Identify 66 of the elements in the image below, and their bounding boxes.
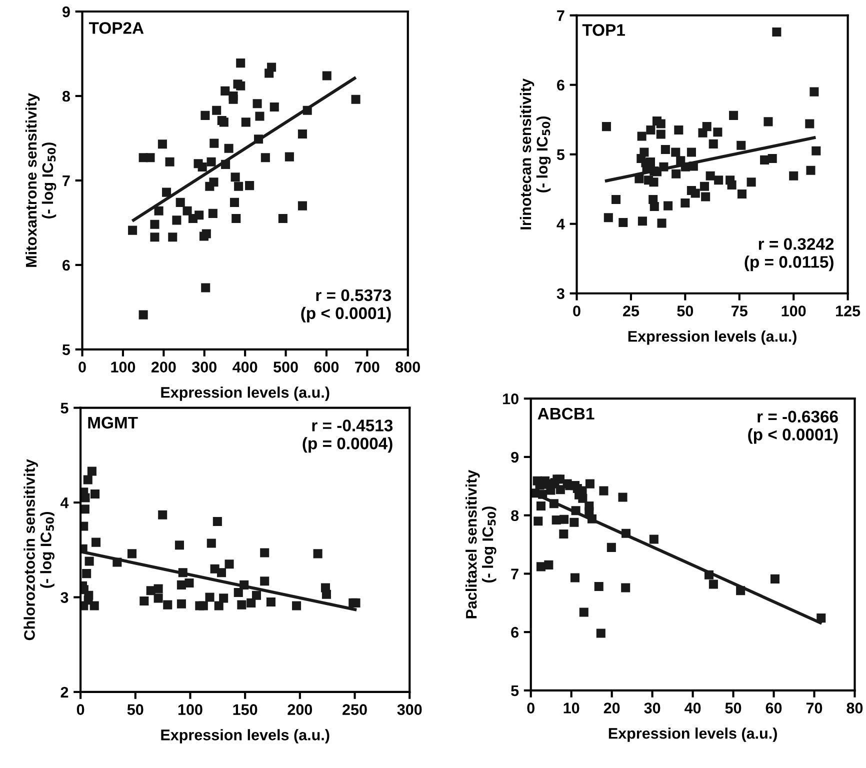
x-tick-label: 250	[342, 704, 367, 715]
y-tick-label: 6	[511, 626, 518, 638]
y-tick-label: 4	[556, 218, 565, 230]
x-tick-label: 0	[76, 704, 84, 715]
y-tick-label: 5	[62, 344, 70, 356]
y-axis-title: Mitoxantrone sensitivity (- log IC$_{50}$)	[25, 93, 56, 267]
y-tick-label: 8	[62, 90, 70, 102]
y-tick-label: 6	[62, 260, 70, 271]
x-axis-title: Expression levels (a.u.)	[161, 386, 330, 401]
chart-title: MGMT	[88, 416, 138, 429]
x-tick-label: 100	[111, 362, 136, 372]
x-tick-label: 600	[314, 362, 339, 372]
chart-title: TOP2A	[88, 22, 144, 34]
y-tick-label: 3	[556, 288, 564, 300]
y-axis-title: Paclitaxel sensitivity (- log IC$_{50}$)	[466, 470, 496, 618]
x-tick-label: 25	[623, 306, 640, 316]
annotation: r = -0.6366 (p < 0.0001)	[748, 410, 838, 444]
y-tick-label: 10	[503, 393, 518, 404]
x-axis-title: Expression levels (a.u.)	[608, 728, 777, 742]
y-tick-label: 4	[60, 498, 69, 508]
x-tick-label: 500	[274, 362, 298, 372]
x-tick-label: 60	[766, 702, 782, 714]
x-tick-label: 300	[397, 704, 422, 716]
y-tick-label: 8	[511, 510, 519, 522]
x-axis-title: Expression levels (a.u.)	[161, 729, 330, 744]
x-tick-label: 30	[644, 702, 660, 714]
annotation: r = 0.3242 (p = 0.0115)	[744, 238, 834, 272]
chart-title: ABCB1	[538, 408, 594, 420]
y-tick-label: 6	[557, 80, 564, 91]
y-tick-label: 3	[60, 592, 68, 603]
x-axis-title: Expression levels (a.u.)	[628, 330, 796, 345]
y-tick-label: 7	[557, 10, 564, 21]
y-tick-label: 2	[60, 686, 68, 698]
y-axis-title: Irinotecan sensitivity (- log IC$_{50}$)	[520, 78, 551, 230]
x-tick-label: 400	[232, 362, 258, 372]
y-tick-label: 5	[60, 402, 68, 414]
x-tick-label: 50	[677, 306, 694, 316]
x-tick-label: 50	[725, 702, 742, 714]
y-tick-label: 9	[62, 6, 70, 18]
annotation: r = -0.4513 (p = 0.0004)	[302, 420, 393, 453]
x-tick-label: 100	[782, 306, 806, 316]
x-tick-label: 100	[178, 704, 202, 715]
x-tick-label: 0	[78, 362, 86, 372]
x-tick-label: 150	[233, 704, 258, 715]
y-tick-label: 5	[511, 685, 519, 696]
annotation: r = 0.5373 (p < 0.0001)	[301, 289, 392, 322]
y-tick-label: 9	[511, 452, 518, 463]
x-tick-label: 800	[396, 362, 420, 372]
x-tick-label: 0	[527, 702, 534, 714]
y-tick-label: 7	[511, 568, 518, 580]
x-tick-label: 700	[355, 362, 380, 372]
y-tick-label: 7	[62, 176, 70, 186]
y-axis-title: Chlorozotocin sensitivity (- log IC$_{50}$)	[24, 459, 54, 640]
x-tick-label: 50	[127, 704, 144, 715]
x-tick-label: 200	[288, 704, 312, 715]
x-tick-label: 80	[846, 702, 863, 714]
x-tick-label: 300	[192, 362, 216, 372]
x-tick-label: 200	[151, 362, 176, 372]
chart-title: TOP1	[582, 24, 625, 36]
x-tick-label: 0	[573, 306, 580, 316]
x-tick-label: 40	[684, 702, 701, 714]
x-tick-label: 125	[836, 306, 860, 316]
x-tick-label: 20	[604, 702, 620, 714]
x-tick-label: 75	[732, 306, 748, 316]
x-tick-label: 70	[806, 702, 822, 714]
y-tick-label: 5	[556, 149, 565, 160]
